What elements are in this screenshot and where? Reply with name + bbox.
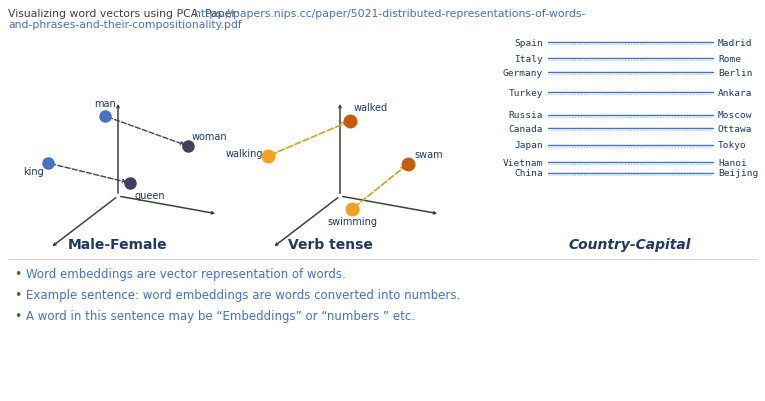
- Text: https://papers.nips.cc/paper/5021-distributed-representations-of-words-: https://papers.nips.cc/paper/5021-distri…: [194, 9, 585, 19]
- Text: Verb tense: Verb tense: [288, 238, 373, 252]
- Text: Spain: Spain: [514, 38, 543, 47]
- Text: Rome: Rome: [718, 55, 741, 63]
- Text: man: man: [94, 99, 116, 109]
- Text: Male-Female: Male-Female: [68, 238, 168, 252]
- Text: Vietnam: Vietnam: [503, 158, 543, 168]
- Text: Canada: Canada: [509, 124, 543, 134]
- Text: Madrid: Madrid: [718, 38, 753, 47]
- Text: Visualizing word vectors using PCA. Paper:: Visualizing word vectors using PCA. Pape…: [8, 9, 243, 19]
- Text: A word in this sentence may be “Embeddings” or “numbers ” etc.: A word in this sentence may be “Embeddin…: [26, 310, 415, 323]
- Text: walked: walked: [354, 103, 388, 113]
- Text: Italy: Italy: [514, 55, 543, 63]
- Text: Russia: Russia: [509, 111, 543, 120]
- Text: Japan: Japan: [514, 142, 543, 150]
- Text: China: China: [514, 170, 543, 178]
- Text: Ankara: Ankara: [718, 89, 753, 97]
- Text: Tokyo: Tokyo: [718, 142, 747, 150]
- Text: •: •: [14, 289, 21, 302]
- Text: woman: woman: [192, 132, 228, 142]
- Text: and-phrases-and-their-compositionality.pdf: and-phrases-and-their-compositionality.p…: [8, 20, 242, 30]
- Text: Moscow: Moscow: [718, 111, 753, 120]
- Text: •: •: [14, 310, 21, 323]
- Text: Ottawa: Ottawa: [718, 124, 753, 134]
- Text: walking: walking: [226, 149, 263, 159]
- Text: Country-Capital: Country-Capital: [568, 238, 692, 252]
- Text: queen: queen: [135, 191, 166, 201]
- Text: swam: swam: [414, 150, 443, 160]
- Text: Germany: Germany: [503, 69, 543, 77]
- Text: Berlin: Berlin: [718, 69, 753, 77]
- Text: Turkey: Turkey: [509, 89, 543, 97]
- Text: king: king: [23, 167, 44, 177]
- Text: swimming: swimming: [327, 217, 377, 227]
- Text: Word embeddings are vector representation of words.: Word embeddings are vector representatio…: [26, 268, 346, 281]
- Text: Hanoi: Hanoi: [718, 158, 747, 168]
- Text: •: •: [14, 268, 21, 281]
- Text: Example sentence: word embeddings are words converted into numbers.: Example sentence: word embeddings are wo…: [26, 289, 461, 302]
- Text: Beijing: Beijing: [718, 170, 758, 178]
